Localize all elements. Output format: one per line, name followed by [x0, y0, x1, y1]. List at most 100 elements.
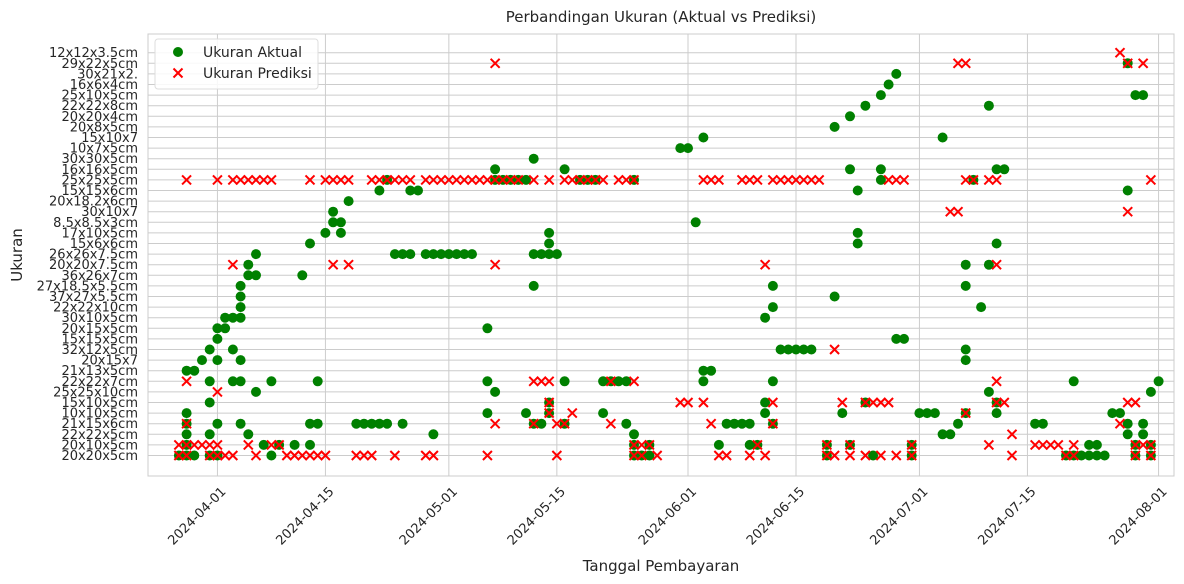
predicted-point [1137, 58, 1149, 69]
actual-point [976, 302, 987, 313]
actual-point [212, 333, 223, 344]
predicted-point [597, 174, 609, 186]
predicted-point [775, 174, 786, 186]
predicted-point [204, 439, 215, 451]
actual-point [544, 227, 555, 238]
predicted-point [1006, 450, 1018, 461]
predicted-point [983, 174, 995, 186]
actual-point [767, 302, 778, 313]
predicted-point [767, 174, 779, 186]
actual-point [875, 90, 886, 101]
actual-point [852, 185, 863, 196]
actual-point [983, 386, 994, 397]
predicted-point [219, 450, 231, 461]
predicted-point [783, 174, 794, 186]
actual-point [197, 355, 207, 366]
actual-point [598, 376, 609, 387]
y-tick-label: 20x20x5cm [61, 449, 138, 464]
predicted-point [806, 174, 817, 186]
actual-point [235, 376, 246, 387]
actual-point [1068, 376, 1079, 387]
predicted-point [1068, 439, 1079, 451]
actual-point [629, 429, 639, 440]
actual-point [189, 450, 200, 461]
y-tick-label: 30x10x5cm [61, 311, 138, 326]
actual-point [204, 344, 215, 355]
predicted-point [250, 174, 262, 186]
predicted-point [1137, 439, 1149, 451]
predicted-point [266, 439, 277, 451]
actual-point [806, 344, 817, 355]
predicted-point [1122, 58, 1133, 69]
y-tick-label: 20x20x4cm [61, 110, 138, 125]
actual-point [181, 408, 192, 419]
predicted-point [374, 174, 385, 186]
predicted-point [875, 397, 887, 408]
y-tick-label: 10x7x5cm [70, 142, 138, 157]
predicted-point [281, 450, 293, 461]
predicted-point [883, 174, 894, 186]
predicted-point [582, 174, 593, 186]
y-tick-label: 20x10x5cm [61, 438, 138, 453]
predicted-point [713, 450, 725, 461]
actual-point [613, 376, 624, 387]
predicted-point [567, 407, 578, 419]
predicted-point [389, 174, 401, 186]
actual-point [937, 132, 948, 143]
legend-marker-actual [173, 47, 183, 57]
predicted-point [898, 174, 910, 186]
predicted-point [860, 450, 871, 461]
predicted-point [489, 58, 501, 69]
legend-label-predicted: Ukuran Prediksi [203, 66, 312, 82]
actual-point [528, 153, 539, 164]
actual-point [374, 185, 385, 196]
actual-point [251, 270, 261, 281]
predicted-point [991, 259, 1002, 270]
y-tick-label: 37x27x5.5cm [49, 290, 138, 305]
predicted-point [744, 174, 755, 186]
y-tick-label: 20x15x5cm [61, 322, 138, 337]
predicted-point [212, 450, 223, 461]
y-tick-label: 30x21x2. [77, 67, 138, 82]
predicted-point [952, 206, 964, 217]
actual-point [675, 143, 686, 154]
predicted-point [1122, 206, 1133, 217]
actual-point [312, 376, 323, 387]
y-tick-label: 29x22x5cm [61, 57, 138, 72]
actual-point [1084, 450, 1095, 461]
actual-point [1153, 376, 1164, 387]
predicted-point [381, 174, 393, 186]
actual-point [551, 249, 562, 260]
predicted-point [705, 418, 717, 429]
actual-point [837, 408, 848, 419]
predicted-point [366, 174, 377, 186]
predicted-point [644, 439, 655, 451]
predicted-point [482, 174, 493, 186]
predicted-point [636, 450, 647, 461]
actual-point [767, 376, 778, 387]
predicted-point [906, 439, 917, 451]
y-tick-labels: 20x20x5cm20x10x5cm22x22x5cm21x15x6cm10x1… [37, 46, 138, 464]
predicted-point [605, 418, 617, 429]
predicted-point [451, 174, 462, 186]
actual-point [1115, 408, 1125, 419]
predicted-point [651, 450, 663, 461]
predicted-point [721, 450, 732, 461]
actual-point [212, 355, 223, 366]
predicted-point [767, 397, 779, 408]
actual-point [698, 376, 709, 387]
predicted-point [991, 376, 1002, 387]
predicted-point [567, 174, 578, 186]
predicted-point [790, 174, 802, 186]
actual-point [258, 439, 269, 450]
predicted-point [559, 418, 570, 429]
legend: Ukuran Aktual Ukuran Prediksi [154, 38, 319, 90]
actual-point [1138, 429, 1149, 440]
predicted-point [891, 450, 902, 461]
actual-point [914, 408, 925, 419]
predicted-point [844, 450, 856, 461]
predicted-point [320, 450, 331, 461]
predicted-point [173, 439, 185, 451]
